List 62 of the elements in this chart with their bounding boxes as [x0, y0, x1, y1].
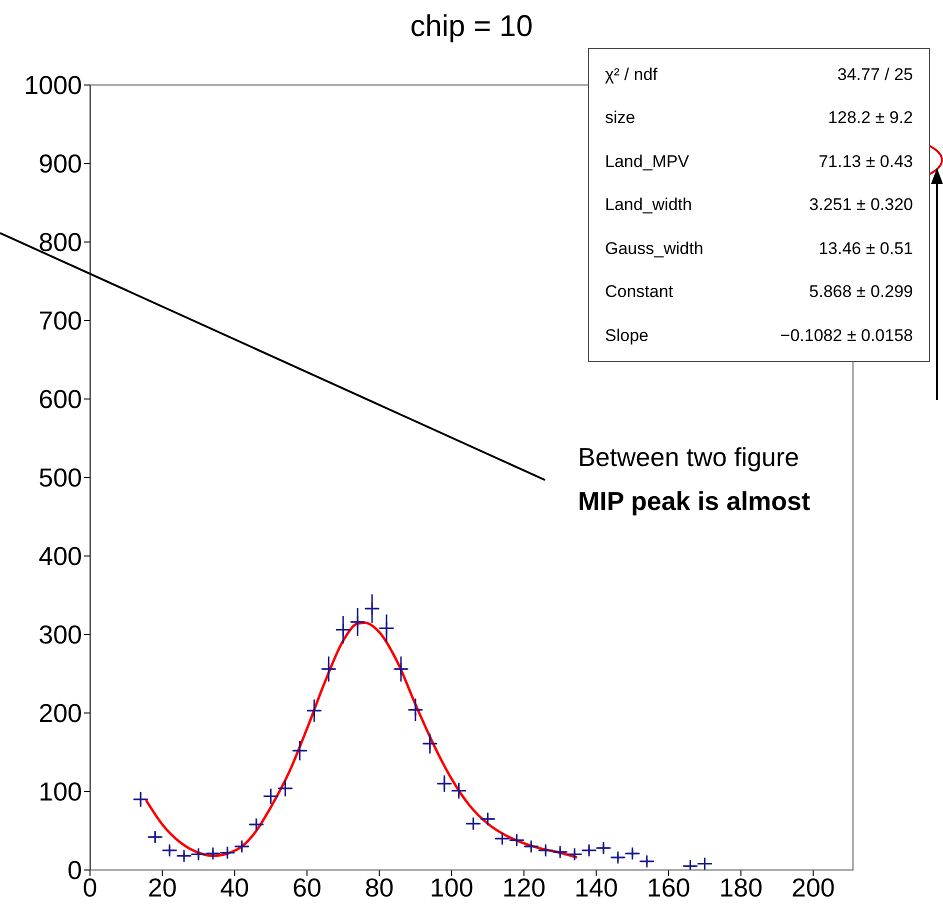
text: χ² / ndf [605, 64, 658, 85]
point [250, 818, 264, 832]
x-tick-label: 40 [220, 872, 250, 902]
point [235, 840, 249, 854]
point [264, 789, 278, 803]
point [162, 844, 176, 858]
point [423, 736, 437, 750]
point [481, 812, 495, 826]
chart-title: chip = 10 [409, 10, 534, 44]
y-tick-label: 400 [38, 541, 82, 572]
point [292, 744, 306, 758]
point [134, 792, 148, 806]
y-tick-label: 300 [38, 620, 82, 650]
annotation: 13.46 ± 0.51 [818, 238, 913, 259]
annotation: Slope [605, 326, 648, 346]
point [148, 830, 162, 844]
text: 34.77 / 25 [837, 64, 913, 85]
annotation: 5.868 ± 0.299 [809, 282, 913, 302]
y-tick-label: 600 [38, 384, 82, 414]
annotation: 128.2 ± 9.2 [828, 108, 913, 128]
x-tick-label: 20 [148, 872, 177, 902]
point [408, 703, 422, 717]
y-tick-label: 800 [38, 227, 82, 258]
point [626, 846, 640, 860]
annotation: 71.13 ± 0.43 [818, 152, 913, 172]
point [322, 662, 336, 676]
annotation: 3.251 ± 0.320 [809, 195, 913, 216]
annotation: Gauss_width [605, 238, 704, 259]
annotation: Between two figure [578, 442, 800, 473]
y-tick-label: 200 [38, 698, 82, 728]
x-tick-label: 140 [574, 872, 618, 902]
annotation: Constant [605, 282, 674, 302]
point [380, 621, 394, 635]
y-tick-label: 500 [38, 462, 82, 493]
x-tick-label: 120 [502, 872, 546, 902]
x-tick-label: 60 [292, 872, 322, 902]
x-tick-label: 80 [364, 872, 394, 902]
point [524, 840, 538, 854]
point [365, 602, 379, 616]
y-tick-label: 100 [38, 776, 82, 807]
point [466, 816, 480, 830]
point [640, 854, 654, 868]
x-tick-label: 200 [792, 872, 835, 902]
point [307, 704, 321, 718]
y-tick-label: 900 [38, 148, 82, 179]
point [394, 662, 408, 676]
annotation: −0.1082 ± 0.0158 [780, 326, 913, 346]
x-tick-label: 180 [719, 872, 763, 902]
point [336, 623, 350, 637]
point [278, 782, 292, 796]
point [438, 776, 452, 790]
annotation: Land_width [605, 195, 692, 216]
point [452, 784, 466, 798]
annotation: size [605, 108, 636, 128]
annotation: MIP peak is almost [578, 486, 810, 517]
point [611, 850, 625, 864]
x-tick-label: 160 [646, 872, 690, 902]
y-tick-label: 1000 [24, 70, 82, 100]
point [350, 615, 364, 629]
x-tick-label: 100 [430, 872, 474, 902]
y-tick-label: 700 [38, 306, 82, 336]
annotation: Land_MPV [605, 152, 690, 172]
